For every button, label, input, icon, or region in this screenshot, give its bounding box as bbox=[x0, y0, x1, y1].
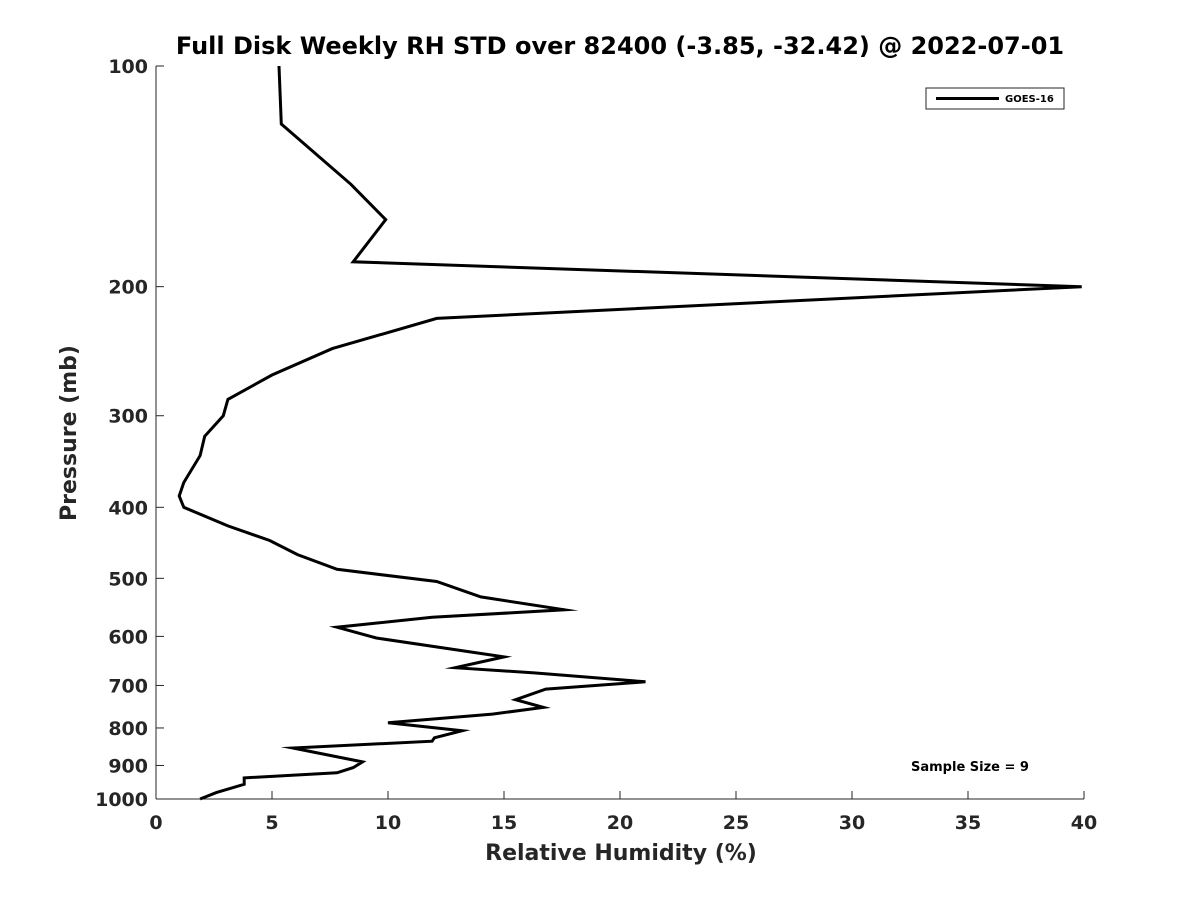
x-tick-label: 40 bbox=[1071, 812, 1097, 834]
sample-size-annotation: Sample Size = 9 bbox=[911, 760, 1029, 775]
x-tick-label: 0 bbox=[149, 812, 162, 834]
legend[interactable]: GOES-16 bbox=[925, 87, 1065, 110]
y-axis: 100 200 300 400 500 600 700 800 900 1000 bbox=[95, 56, 164, 811]
y-tick-label: 700 bbox=[108, 675, 148, 697]
legend-label-goes-16: GOES-16 bbox=[1005, 94, 1054, 105]
x-tick-label: 15 bbox=[491, 812, 517, 834]
x-tick-label: 5 bbox=[265, 812, 278, 834]
x-axis: 0 5 10 15 20 25 30 35 40 bbox=[149, 791, 1097, 834]
x-tick-label: 20 bbox=[607, 812, 633, 834]
x-tick-label: 35 bbox=[955, 812, 981, 834]
y-tick-label: 600 bbox=[108, 626, 148, 648]
y-tick-label: 500 bbox=[108, 568, 148, 590]
x-tick-label: 25 bbox=[723, 812, 749, 834]
chart-title: Full Disk Weekly RH STD over 82400 (-3.8… bbox=[176, 32, 1064, 60]
y-axis-label: Pressure (mb) bbox=[57, 345, 82, 521]
series-layer bbox=[177, 65, 1082, 801]
y-tick-label: 100 bbox=[108, 56, 148, 78]
y-tick-label: 900 bbox=[108, 755, 148, 777]
y-tick-label: 400 bbox=[108, 497, 148, 519]
y-tick-label: 200 bbox=[108, 277, 148, 299]
series-line-goes-16 bbox=[177, 65, 1082, 801]
plot-area: 0 5 10 15 20 25 30 35 40 100 200 300 400 500 600 700 80… bbox=[95, 56, 1097, 834]
y-tick-label: 1000 bbox=[95, 789, 148, 811]
x-axis-label: Relative Humidity (%) bbox=[485, 841, 757, 866]
x-tick-label: 10 bbox=[375, 812, 401, 834]
y-tick-label: 800 bbox=[108, 718, 148, 740]
y-tick-label: 300 bbox=[108, 406, 148, 428]
x-tick-label: 30 bbox=[839, 812, 865, 834]
